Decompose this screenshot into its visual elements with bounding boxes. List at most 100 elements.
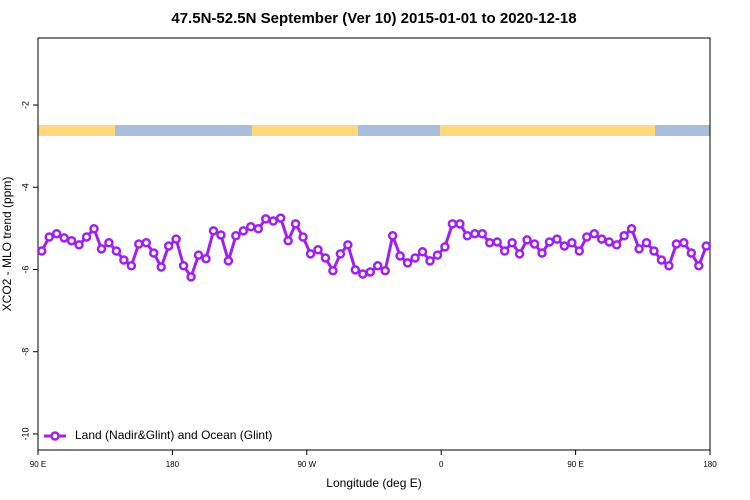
point xyxy=(470,228,480,239)
x-tick-label: 90 W xyxy=(297,460,316,469)
point xyxy=(328,265,338,276)
point xyxy=(664,261,674,271)
point xyxy=(290,219,301,229)
point xyxy=(178,261,189,271)
point xyxy=(626,224,637,234)
point xyxy=(559,241,570,251)
point xyxy=(313,245,323,255)
y-axis-label: XCO2 - MLO trend (ppm) xyxy=(0,177,14,312)
point xyxy=(372,261,383,271)
point xyxy=(507,238,517,248)
point xyxy=(51,228,62,239)
x-tick-label: 180 xyxy=(166,460,180,469)
point xyxy=(104,238,114,248)
point xyxy=(537,248,547,258)
point xyxy=(649,246,659,256)
point xyxy=(253,224,264,234)
point xyxy=(477,228,488,239)
point xyxy=(417,247,428,257)
x-tick-label: 0 xyxy=(439,460,444,469)
point xyxy=(283,235,293,246)
point xyxy=(156,262,166,272)
legend-label: Land (Nadir&Glint) and Ocean (Glint) xyxy=(75,428,272,442)
point xyxy=(604,237,614,247)
point xyxy=(410,253,420,263)
point xyxy=(395,251,405,261)
land-ocean-strip xyxy=(38,125,710,136)
point xyxy=(260,214,271,224)
point xyxy=(611,240,622,250)
point xyxy=(223,256,234,266)
point xyxy=(484,238,495,248)
chart-title: 47.5N-52.5N September (Ver 10) 2015-01-0… xyxy=(171,10,576,27)
point xyxy=(59,233,69,243)
point xyxy=(492,237,502,247)
point xyxy=(208,226,219,236)
point xyxy=(148,248,159,258)
point xyxy=(447,219,458,229)
point xyxy=(231,231,241,241)
point xyxy=(193,250,204,260)
y-tick-label: -10 xyxy=(20,427,30,440)
point xyxy=(335,249,346,259)
y-tick-label: -8 xyxy=(20,348,30,356)
point xyxy=(432,250,443,260)
x-tick-label: 90 E xyxy=(567,460,583,469)
point xyxy=(440,242,450,252)
x-tick-label: 180 xyxy=(703,460,717,469)
point xyxy=(141,238,152,248)
y-tick-label: -2 xyxy=(20,101,30,109)
x-axis-label: Longitude (deg E) xyxy=(326,476,421,490)
point xyxy=(671,239,682,249)
point xyxy=(694,261,704,271)
point xyxy=(238,226,249,236)
point xyxy=(305,249,316,259)
point xyxy=(641,238,652,248)
point xyxy=(522,235,532,245)
point xyxy=(425,256,435,266)
point xyxy=(567,238,577,248)
point xyxy=(298,232,308,242)
point xyxy=(365,267,376,277)
point xyxy=(163,241,174,251)
point xyxy=(320,253,331,263)
point xyxy=(216,230,226,240)
point xyxy=(552,234,562,244)
point xyxy=(275,213,286,223)
point xyxy=(343,240,353,250)
point xyxy=(66,235,77,246)
point xyxy=(634,244,644,254)
point xyxy=(171,234,181,244)
y-tick-label: -6 xyxy=(20,265,30,273)
point xyxy=(134,239,144,249)
point xyxy=(462,231,473,241)
point xyxy=(387,231,398,241)
point xyxy=(44,232,54,242)
point xyxy=(402,258,413,268)
point xyxy=(544,237,555,247)
point xyxy=(96,244,107,254)
x-tick-label: 90 E xyxy=(30,460,46,469)
point xyxy=(596,234,607,244)
point xyxy=(701,241,712,251)
point xyxy=(268,216,278,226)
legend-marker xyxy=(50,431,60,441)
point xyxy=(81,232,92,242)
point xyxy=(119,255,129,265)
point xyxy=(111,246,122,256)
point xyxy=(74,240,84,250)
point xyxy=(499,246,510,256)
point xyxy=(574,246,585,256)
point xyxy=(380,265,390,276)
point xyxy=(36,246,47,256)
point xyxy=(589,228,600,239)
point xyxy=(126,261,137,271)
point xyxy=(455,219,465,229)
point xyxy=(89,224,99,234)
point xyxy=(619,231,629,241)
point xyxy=(358,269,368,279)
point xyxy=(529,239,540,249)
point xyxy=(246,221,256,232)
point xyxy=(582,232,592,242)
